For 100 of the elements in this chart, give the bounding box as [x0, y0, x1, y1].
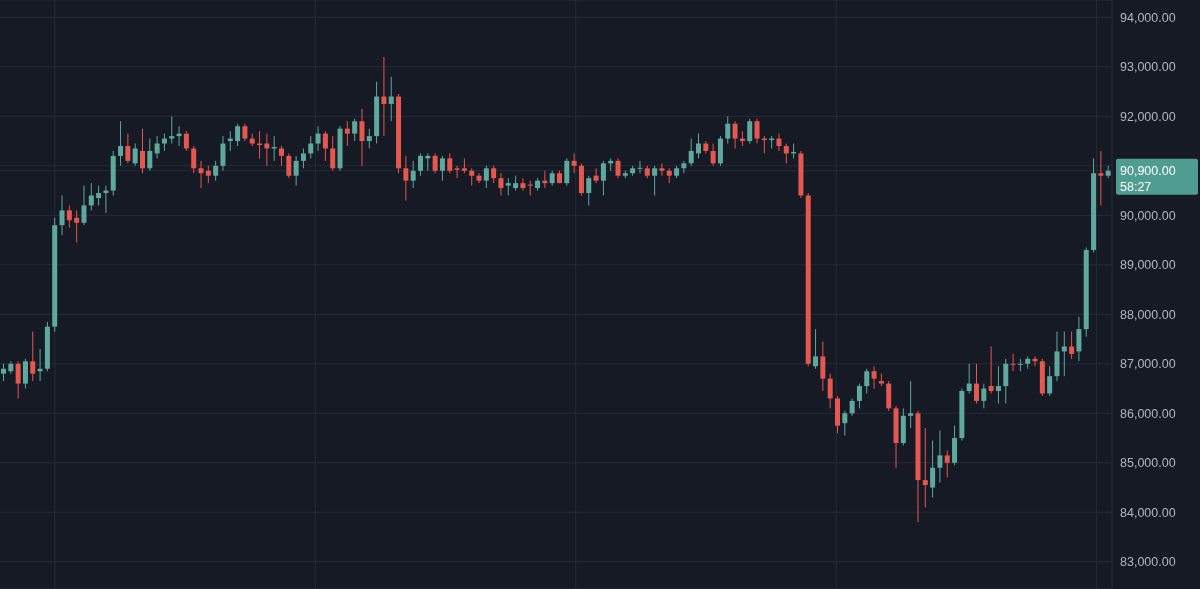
candlestick: [615, 157, 621, 179]
candlestick: [944, 449, 950, 479]
candlestick: [381, 56, 387, 137]
candlestick: [498, 172, 504, 197]
candlestick: [279, 145, 284, 167]
candlestick: [1061, 331, 1067, 377]
candlestick: [315, 125, 321, 152]
candlestick: [966, 363, 972, 394]
candlestick: [813, 328, 819, 370]
candlestick: [659, 162, 665, 177]
y-tick-label: 83,000.00: [1120, 555, 1176, 570]
candlestick: [322, 130, 328, 162]
candlestick: [118, 120, 124, 167]
candlestick: [981, 383, 987, 409]
candlestick: [366, 128, 372, 149]
candlestick: [220, 135, 226, 172]
candlestick: [1098, 150, 1104, 206]
text: 58:27: [1120, 180, 1152, 195]
candlestick: [125, 133, 131, 164]
candlestick: [22, 358, 28, 390]
candlestick: [922, 427, 928, 508]
candlestick: [974, 363, 979, 404]
y-tick-label: 93,000.00: [1120, 60, 1176, 75]
candlestick: [300, 147, 306, 169]
candlestick: [140, 128, 145, 174]
candlestick: [820, 341, 826, 392]
candlestick: [88, 182, 94, 211]
candlestick: [783, 143, 789, 164]
candlestick: [154, 135, 160, 159]
candlestick: [725, 115, 731, 145]
y-tick-label: 86,000.00: [1120, 406, 1176, 421]
candlestick: [908, 380, 914, 429]
candlestick: [937, 430, 943, 484]
candlestick: [15, 360, 21, 399]
y-tick-label: 84,000.00: [1120, 505, 1176, 520]
y-tick-label: 88,000.00: [1120, 307, 1176, 322]
candlestick: [344, 120, 350, 147]
candlestick: [74, 209, 80, 244]
candlestick: [403, 155, 409, 201]
y-tick-label: 92,000.00: [1120, 109, 1176, 124]
candlestick: [359, 108, 365, 167]
candlestick: [454, 165, 460, 179]
candlestick: [169, 115, 175, 145]
candlestick: [476, 172, 482, 184]
candlestick: [483, 165, 489, 189]
candlestick: [995, 365, 1001, 404]
candlestick: [213, 160, 219, 182]
candlestick: [66, 204, 72, 229]
candlestick: [1076, 316, 1082, 362]
candlestick: [988, 345, 994, 394]
candlestick: [235, 123, 241, 147]
candlestick: [652, 165, 658, 197]
y-tick-label: 85,000.00: [1120, 456, 1176, 471]
candlestick: [732, 120, 738, 149]
candlestick: [1003, 358, 1009, 404]
candlestick: [96, 185, 102, 206]
candlestick: [681, 160, 687, 174]
candlestick: [132, 143, 138, 167]
candlestick: [710, 143, 716, 167]
candlestick: [864, 368, 870, 394]
candlestick: [842, 410, 848, 437]
candlestick: [59, 195, 65, 236]
candlestick: [410, 160, 416, 189]
candlestick: [696, 133, 701, 159]
candlestick: [520, 177, 526, 192]
candlestick: [1017, 358, 1023, 372]
candlestick: [418, 152, 423, 177]
candlestick: [600, 160, 606, 197]
candlestick: [593, 167, 599, 184]
candlestick: [147, 138, 153, 172]
candlestick: [564, 157, 570, 187]
candlestick: [388, 76, 394, 122]
candlestick: [688, 138, 694, 167]
candlestick: [198, 160, 204, 189]
candlestick: [1010, 353, 1016, 372]
y-tick-label: 89,000.00: [1120, 258, 1176, 273]
candlestick: [286, 152, 292, 179]
candlestick: [527, 180, 533, 197]
candlestick: [637, 160, 643, 174]
candlestick: [856, 383, 862, 409]
candlestick: [330, 135, 336, 172]
candlestick: [827, 373, 833, 409]
y-tick-label: 87,000.00: [1120, 357, 1176, 372]
y-tick-label: 90,000.00: [1120, 208, 1176, 223]
candlestick: [293, 155, 299, 187]
candlestick: [571, 152, 577, 174]
candlestick: [81, 185, 87, 226]
candlestick: [352, 118, 358, 142]
candlestick: [871, 365, 877, 390]
candlestick: [308, 135, 314, 159]
candlestick: [432, 152, 438, 174]
y-tick-label: 90,900.00: [1120, 164, 1176, 179]
candlestick: [747, 118, 753, 145]
candlestick: [586, 175, 592, 206]
candlestick: [447, 152, 453, 174]
candlestick: [1069, 331, 1075, 360]
candlestick: [754, 118, 760, 145]
candlestick: [776, 133, 782, 152]
candlestick: [1047, 365, 1053, 397]
candlestick: [30, 331, 36, 382]
